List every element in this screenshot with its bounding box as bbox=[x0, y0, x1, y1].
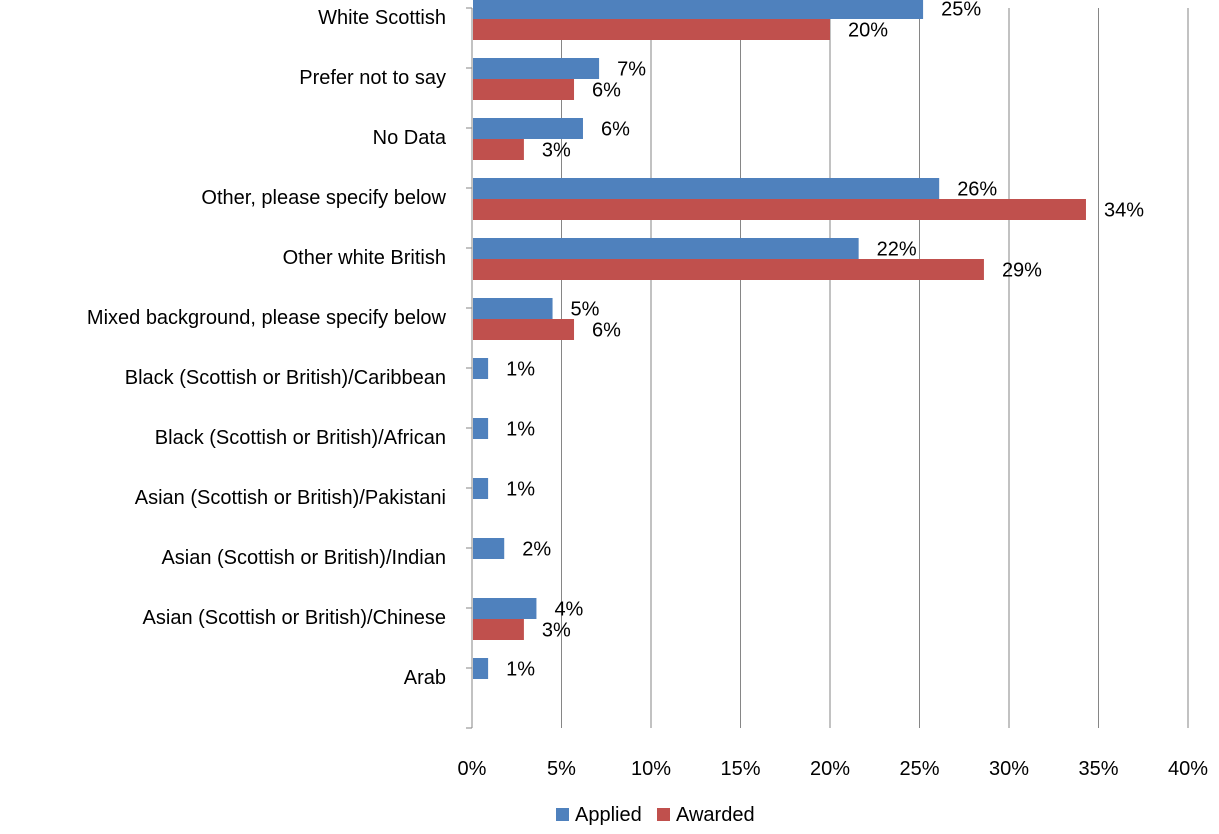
x-tick-labels: 0% 5% 10% 15% 20% 25% 30% 35% 40% bbox=[458, 758, 1209, 780]
data-label-awarded: 34% bbox=[1104, 200, 1144, 222]
bar-applied bbox=[473, 298, 553, 319]
x-tick-label: 0% bbox=[458, 758, 487, 780]
legend: Applied Awarded bbox=[556, 804, 755, 826]
bar-applied bbox=[473, 598, 537, 619]
data-label-awarded: 20% bbox=[848, 20, 888, 42]
data-label-applied: 4% bbox=[554, 599, 583, 621]
x-tick-label: 10% bbox=[631, 758, 671, 780]
category-label: Arab bbox=[404, 667, 446, 689]
data-label-awarded: 3% bbox=[542, 140, 571, 162]
category-label: No Data bbox=[373, 127, 447, 149]
data-label-applied: 1% bbox=[506, 479, 535, 501]
bar-applied bbox=[473, 358, 489, 379]
bar-awarded bbox=[473, 319, 575, 340]
legend-label-applied: Applied bbox=[575, 804, 642, 826]
category-label: Black (Scottish or British)/Caribbean bbox=[125, 367, 446, 389]
category-label: Mixed background, please specify below bbox=[87, 307, 447, 329]
bar-awarded bbox=[473, 79, 575, 100]
axes bbox=[466, 7, 473, 729]
data-label-applied: 22% bbox=[877, 239, 917, 261]
bar-applied bbox=[473, 418, 489, 439]
data-label-applied: 25% bbox=[941, 0, 981, 21]
bars bbox=[473, 0, 1086, 679]
gridlines bbox=[561, 8, 1189, 728]
category-label: Black (Scottish or British)/African bbox=[155, 427, 446, 449]
data-label-applied: 2% bbox=[522, 539, 551, 561]
data-label-applied: 1% bbox=[506, 359, 535, 381]
legend-swatch-applied bbox=[556, 808, 569, 821]
category-label: Prefer not to say bbox=[299, 67, 446, 89]
category-label: White Scottish bbox=[318, 7, 446, 29]
x-tick-label: 15% bbox=[720, 758, 760, 780]
bar-applied bbox=[473, 538, 505, 559]
bar-awarded bbox=[473, 259, 984, 280]
bar-awarded bbox=[473, 199, 1086, 220]
data-label-applied: 7% bbox=[617, 59, 646, 81]
category-label: Asian (Scottish or British)/Chinese bbox=[143, 607, 446, 629]
category-label: Asian (Scottish or British)/Indian bbox=[161, 547, 446, 569]
category-label: Asian (Scottish or British)/Pakistani bbox=[135, 487, 446, 509]
x-tick-label: 40% bbox=[1168, 758, 1208, 780]
data-label-awarded: 3% bbox=[542, 620, 571, 642]
x-tick-label: 30% bbox=[989, 758, 1029, 780]
category-label: Other, please specify below bbox=[201, 187, 446, 209]
bar-applied bbox=[473, 478, 489, 499]
data-label-awarded: 6% bbox=[592, 320, 621, 342]
data-labels: 25%20%7%6%6%3%26%34%22%29%5%6%1%1%1%2%4%… bbox=[506, 0, 1144, 681]
data-label-applied: 1% bbox=[506, 659, 535, 681]
bar-awarded bbox=[473, 139, 524, 160]
data-label-applied: 6% bbox=[601, 119, 630, 141]
data-label-awarded: 6% bbox=[592, 80, 621, 102]
x-tick-label: 20% bbox=[810, 758, 850, 780]
x-tick-label: 5% bbox=[547, 758, 576, 780]
data-label-applied: 1% bbox=[506, 419, 535, 441]
data-label-awarded: 29% bbox=[1002, 260, 1042, 282]
bar-applied bbox=[473, 658, 489, 679]
bar-awarded bbox=[473, 19, 830, 40]
data-label-applied: 5% bbox=[571, 299, 600, 321]
bar-applied bbox=[473, 118, 583, 139]
legend-label-awarded: Awarded bbox=[676, 804, 755, 826]
bar-applied bbox=[473, 0, 924, 19]
bar-applied bbox=[473, 58, 600, 79]
category-labels: White Scottish Prefer not to say No Data Ot… bbox=[87, 7, 447, 689]
bar-awarded bbox=[473, 619, 524, 640]
bar-applied bbox=[473, 178, 940, 199]
x-tick-label: 25% bbox=[899, 758, 939, 780]
data-label-applied: 26% bbox=[957, 179, 997, 201]
category-label: Other white British bbox=[283, 247, 446, 269]
legend-swatch-awarded bbox=[657, 808, 670, 821]
x-tick-label: 35% bbox=[1078, 758, 1118, 780]
bar-applied bbox=[473, 238, 859, 259]
